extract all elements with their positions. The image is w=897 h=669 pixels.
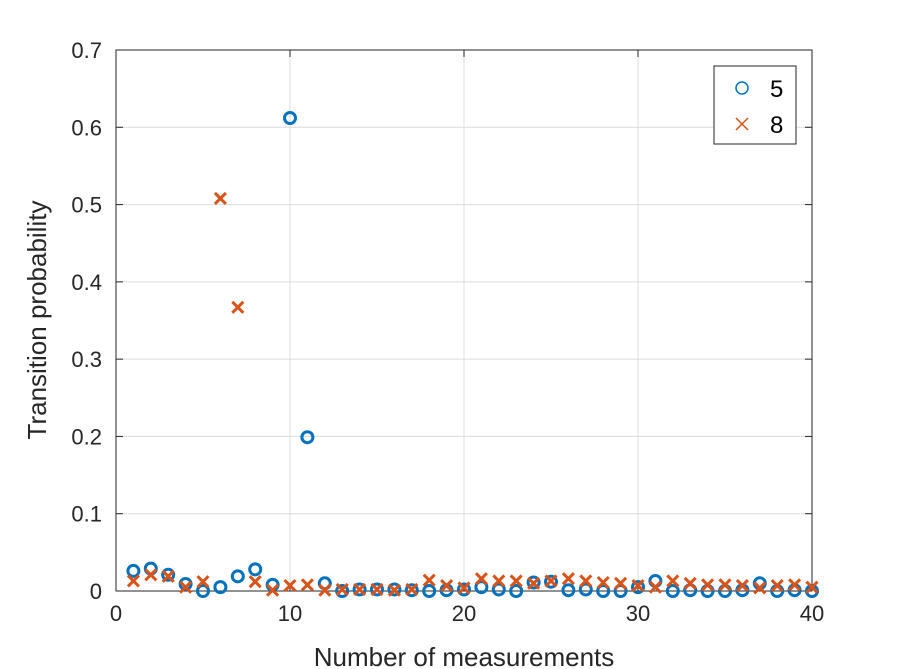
data-point-circle <box>526 575 541 590</box>
legend-label-series-2: 8 <box>770 112 783 139</box>
data-point-x <box>527 576 541 590</box>
data-point-x <box>405 582 419 597</box>
data-point-circle <box>561 583 576 598</box>
series-2 <box>126 191 819 597</box>
data-point-x <box>579 574 593 588</box>
data-point-circle <box>613 584 628 598</box>
x-tick-label: 20 <box>452 601 476 626</box>
data-point-circle <box>300 430 315 445</box>
data-point-x <box>422 573 436 587</box>
data-point-circle <box>213 580 228 595</box>
data-point-x <box>231 300 245 314</box>
data-point-x <box>701 578 715 592</box>
x-tick-label: 0 <box>110 601 122 626</box>
data-point-circle <box>126 563 141 578</box>
data-point-x <box>561 572 575 586</box>
y-tick-labels: 0 0.1 0.2 0.3 0.4 0.5 0.6 0.7 <box>71 38 102 604</box>
data-point-x <box>614 576 628 590</box>
data-point-circle <box>474 580 489 595</box>
data-point-x <box>544 574 558 588</box>
y-tick-label: 0 <box>90 579 102 604</box>
y-tick-label: 0.3 <box>71 347 102 372</box>
data-point-x <box>248 575 262 589</box>
data-point-x <box>753 581 767 595</box>
data-point-x <box>335 582 349 597</box>
data-point-x <box>161 569 175 583</box>
data-point-x <box>179 580 193 594</box>
y-tick-label: 0.5 <box>71 193 102 218</box>
data-point-circle <box>631 580 645 595</box>
data-point-x <box>648 580 662 594</box>
data-point-circle <box>161 567 176 582</box>
data-point-x <box>509 574 523 588</box>
data-point-x <box>213 191 227 205</box>
data-point-x <box>770 579 784 593</box>
data-point-x <box>318 583 332 597</box>
data-point-circle <box>404 583 419 598</box>
y-tick-label: 0.1 <box>71 502 102 527</box>
data-point-x <box>353 582 367 597</box>
legend-label-series-1: 5 <box>770 76 783 103</box>
data-point-x <box>474 572 488 586</box>
y-axis-title: Transition probability <box>22 201 52 440</box>
data-point-x <box>266 583 280 597</box>
data-point-x <box>718 578 732 592</box>
data-point-circle <box>422 584 437 598</box>
data-point-circle <box>457 582 471 597</box>
data-point-circle <box>230 569 245 584</box>
x-tick-label: 30 <box>626 601 650 626</box>
data-point-x <box>631 579 645 593</box>
data-point-x <box>440 579 454 593</box>
data-point-x <box>196 575 210 589</box>
data-point-x <box>457 581 471 595</box>
data-point-circle <box>665 584 680 598</box>
data-point-circle <box>387 582 402 597</box>
y-tick-label: 0.6 <box>71 115 102 140</box>
data-point-x <box>144 568 158 582</box>
data-point-x <box>492 574 506 588</box>
data-point-circle <box>196 584 210 598</box>
x-tick-label: 10 <box>278 601 302 626</box>
legend-marker-series-2 <box>735 117 749 131</box>
data-point-circle <box>544 574 558 589</box>
data-point-circle <box>509 584 524 598</box>
data-point-circle <box>178 577 193 592</box>
x-tick-labels: 0 10 20 30 40 <box>110 601 824 626</box>
data-point-x <box>666 574 680 588</box>
data-marks <box>126 111 819 598</box>
data-point-circle <box>578 582 593 597</box>
y-tick-label: 0.4 <box>71 270 102 295</box>
data-point-circle <box>335 584 350 598</box>
data-point-x <box>683 576 697 590</box>
x-tick-label: 40 <box>800 601 824 626</box>
legend-box <box>713 65 797 145</box>
data-point-x <box>300 578 314 592</box>
data-point-circle <box>283 111 297 126</box>
data-point-x <box>735 579 749 593</box>
data-point-x <box>387 583 401 597</box>
data-point-x <box>126 574 140 588</box>
data-point-x <box>283 579 297 593</box>
data-point-circle <box>248 562 263 577</box>
legend-marker-series-1 <box>735 81 749 95</box>
data-point-circle <box>370 582 384 597</box>
data-point-x <box>805 580 819 594</box>
x-axis-title: Number of measurements <box>314 642 615 669</box>
data-point-circle <box>491 582 506 597</box>
y-tick-label: 0.7 <box>71 38 102 63</box>
data-point-x <box>788 578 802 592</box>
y-tick-label: 0.2 <box>71 424 102 449</box>
data-point-circle <box>352 582 367 597</box>
data-point-x <box>596 575 610 590</box>
data-point-circle <box>596 584 611 598</box>
data-point-x <box>370 582 384 597</box>
legend: 5 8 <box>713 65 797 145</box>
